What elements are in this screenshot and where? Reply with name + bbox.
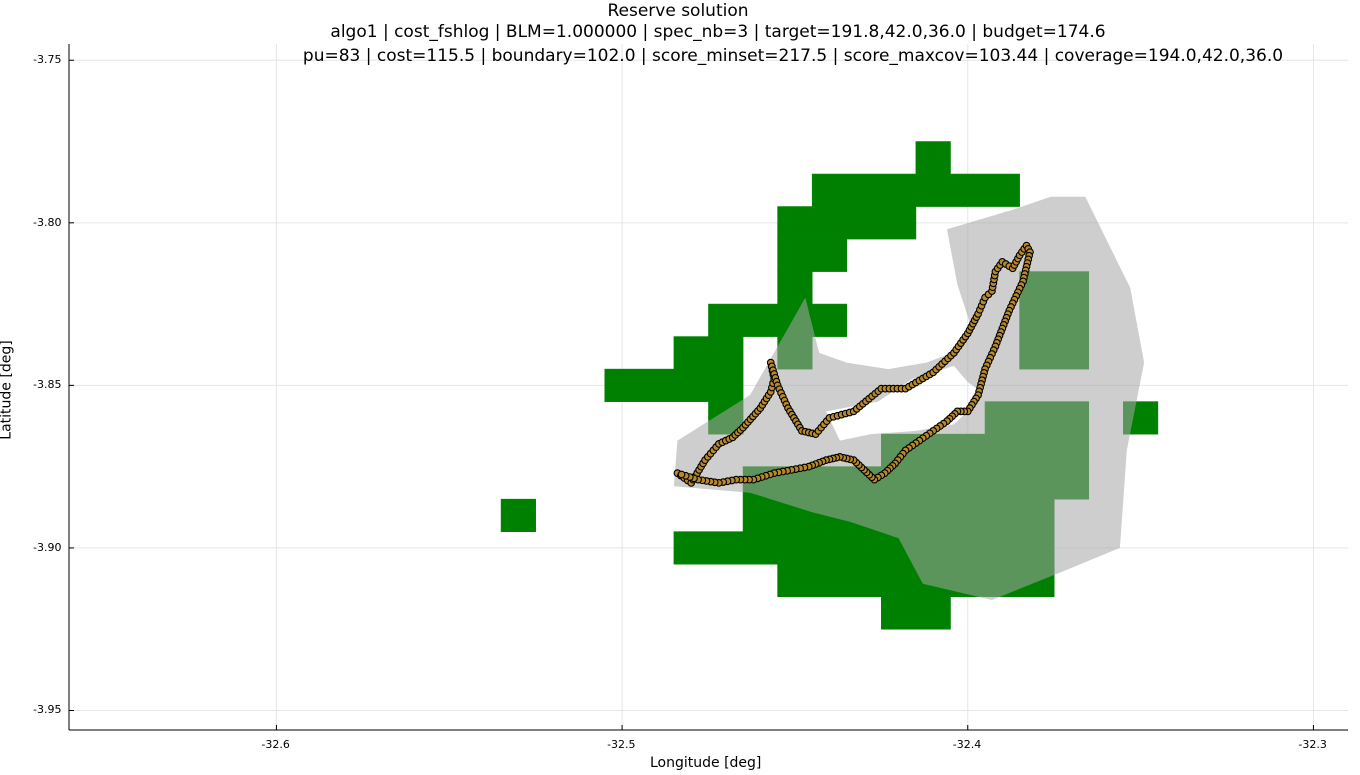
chart-subtitle-scores: pu=83 | cost=115.5 | boundary=102.0 | sc… [302, 46, 1284, 66]
y-axis-label: Latitude [deg] [0, 340, 15, 440]
track-points [673, 241, 1034, 487]
planning-unit-cell [673, 336, 744, 370]
chart-title: Reserve solution [607, 1, 749, 21]
planning-unit-cell [777, 271, 813, 305]
planning-unit-cell [708, 303, 848, 337]
y-tick-label: -3.80 [33, 215, 62, 229]
x-tick-label: -32.6 [261, 738, 290, 751]
y-tick-label: -3.95 [33, 703, 62, 717]
planning-unit-cell [881, 596, 951, 630]
x-axis-label: Longitude [deg] [650, 755, 762, 771]
x-tick-label: -32.5 [607, 738, 636, 751]
x-tick-label: -32.4 [952, 738, 982, 751]
chart-subtitle-params: algo1 | cost_fshlog | BLM=1.000000 | spe… [330, 22, 1106, 42]
region-overlay [673, 196, 1145, 601]
planning-unit-cell [777, 238, 848, 272]
planning-unit-cell [811, 173, 1020, 207]
planning-unit-cell [915, 141, 951, 175]
y-tick-label: -3.85 [33, 378, 62, 392]
x-tick-label: -32.3 [1298, 738, 1327, 751]
y-tick-label: -3.75 [33, 53, 62, 67]
axes [68, 44, 1348, 731]
region-polygon [673, 196, 1145, 601]
planning-unit-cell [500, 498, 536, 532]
planning-unit-cell [777, 206, 917, 240]
planning-unit-cell [604, 368, 744, 402]
y-tick-label: -3.90 [33, 540, 62, 554]
track-point [677, 470, 686, 479]
